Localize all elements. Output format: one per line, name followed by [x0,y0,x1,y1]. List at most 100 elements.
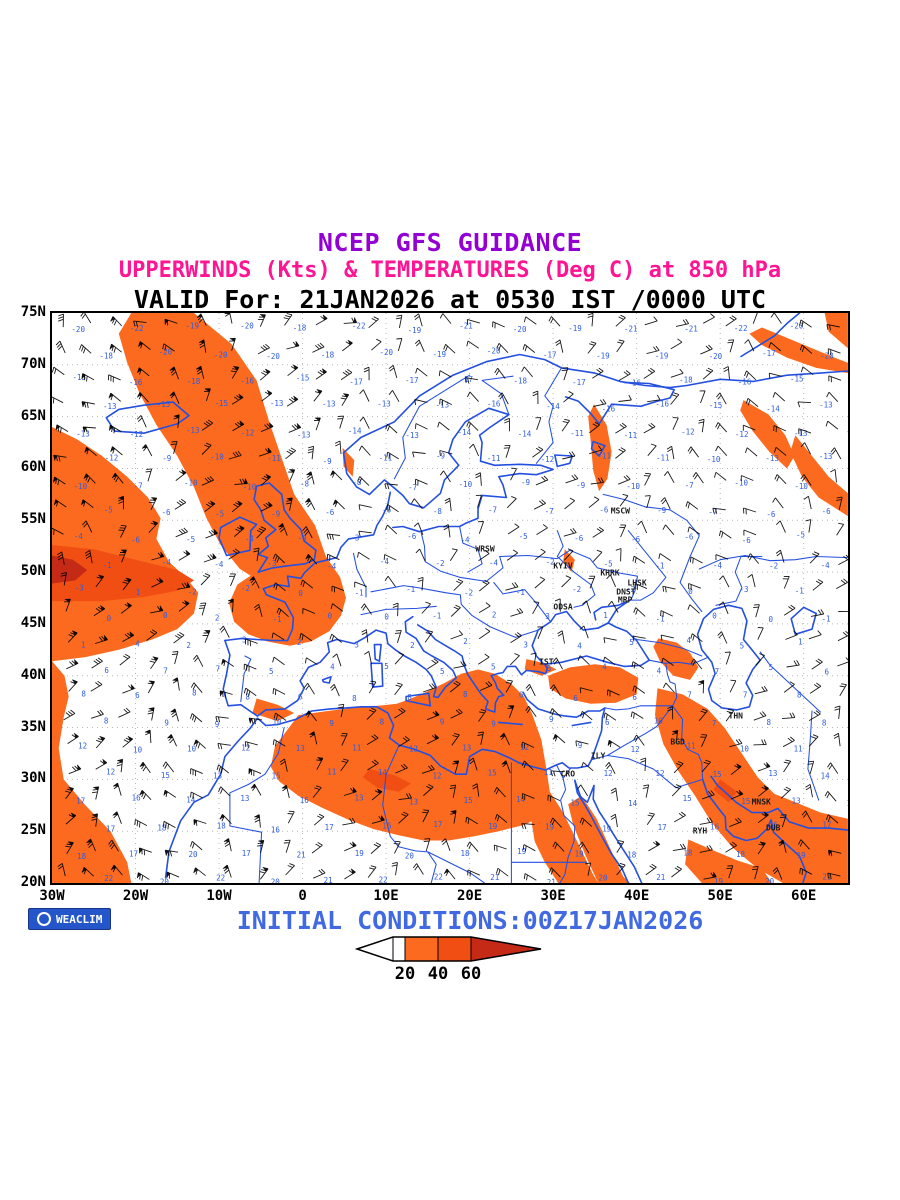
svg-text:-1: -1 [795,587,804,596]
svg-text:-3: -3 [350,534,359,543]
svg-text:-15: -15 [157,400,171,409]
svg-text:-5: -5 [104,506,113,515]
svg-text:11: 11 [794,745,803,754]
svg-text:-4: -4 [214,560,224,569]
svg-text:13: 13 [768,769,777,778]
svg-text:-5: -5 [604,560,613,569]
legend-threshold-label: 20 [394,964,416,984]
svg-text:20: 20 [765,877,775,883]
svg-text:12: 12 [106,767,115,776]
svg-text:20: 20 [271,877,281,883]
weaclim-logo-icon [37,912,51,926]
lon-tick-label: 50E [707,888,733,904]
svg-text:-8: -8 [300,480,310,489]
svg-text:3: 3 [354,641,359,650]
svg-text:21: 21 [490,873,499,882]
svg-text:4: 4 [687,636,692,645]
svg-text:5: 5 [269,667,274,676]
weaclim-label: WEACLIM [56,912,103,926]
svg-text:9: 9 [329,719,334,728]
svg-text:-12: -12 [130,430,144,439]
svg-text:17: 17 [658,823,667,832]
svg-text:13: 13 [462,743,471,752]
svg-text:11: 11 [544,768,553,777]
svg-text:22: 22 [434,873,443,882]
svg-text:6: 6 [824,667,829,676]
svg-text:-15: -15 [296,374,310,383]
svg-text:-18: -18 [514,377,528,386]
lat-tick-label: 35N [20,718,46,735]
svg-text:-9: -9 [162,454,171,463]
svg-text:-19: -19 [568,324,582,333]
svg-text:21: 21 [822,872,831,881]
lat-tick-label: 70N [20,355,46,372]
svg-text:0: 0 [712,611,717,620]
svg-text:-20: -20 [790,322,804,331]
svg-text:10: 10 [740,745,750,754]
svg-text:-9: -9 [436,452,445,461]
svg-text:-14: -14 [348,427,362,436]
svg-text:-19: -19 [408,326,422,335]
svg-text:15: 15 [272,772,281,781]
svg-text:-1: -1 [432,612,441,621]
svg-text:-6: -6 [407,532,417,541]
svg-text:19: 19 [575,849,584,858]
svg-text:15: 15 [683,794,692,803]
svg-text:-2: -2 [626,585,635,594]
svg-text:17: 17 [822,820,831,829]
svg-text:4: 4 [657,667,662,676]
svg-text:9: 9 [491,720,496,729]
svg-text:-16: -16 [487,400,501,409]
svg-text:2: 2 [297,638,302,647]
svg-text:-20: -20 [487,346,501,355]
svg-text:-9: -9 [521,478,530,487]
svg-text:-11: -11 [624,431,638,440]
svg-text:5: 5 [769,663,774,672]
svg-text:11: 11 [327,768,336,777]
lat-tick-label: 55N [20,511,46,528]
lon-tick-label: 30W [39,888,65,904]
svg-text:-6: -6 [766,510,776,519]
svg-text:-17: -17 [460,375,474,384]
svg-text:21: 21 [297,851,306,860]
svg-text:-9: -9 [271,509,280,518]
svg-text:4: 4 [602,663,607,672]
wind-speed-legend: 20 40 60 [355,936,545,990]
svg-text:-4: -4 [327,562,337,571]
svg-text:-6: -6 [822,507,832,516]
svg-text:15: 15 [713,770,722,779]
svg-text:-7: -7 [685,481,694,490]
svg-text:1: 1 [798,638,803,647]
svg-text:5: 5 [384,662,389,671]
svg-text:6: 6 [519,690,524,699]
svg-text:-13: -13 [819,401,833,410]
svg-text:2: 2 [215,613,220,622]
svg-text:-13: -13 [794,429,808,438]
svg-text:-3: -3 [739,585,748,594]
svg-text:10: 10 [272,718,282,727]
lat-tick-label: 75N [20,304,46,320]
svg-text:-9: -9 [323,457,332,466]
svg-text:1: 1 [81,640,86,649]
svg-text:-12: -12 [735,430,749,439]
svg-text:8: 8 [104,716,109,725]
svg-text:-11: -11 [846,427,848,436]
svg-text:18: 18 [736,850,746,859]
svg-text:14: 14 [628,799,638,808]
svg-text:-1: -1 [103,561,112,570]
svg-text:-20: -20 [71,325,85,334]
svg-text:8: 8 [767,718,772,727]
svg-text:-4: -4 [380,557,390,566]
svg-text:19: 19 [797,851,806,860]
lat-tick-label: 65N [20,407,46,424]
svg-text:10: 10 [654,717,664,726]
svg-text:16: 16 [271,826,281,835]
svg-text:18: 18 [683,849,693,858]
svg-text:-11: -11 [597,452,611,461]
svg-text:-18: -18 [293,323,307,332]
svg-text:6: 6 [573,694,578,703]
svg-text:5: 5 [491,662,496,671]
svg-text:-13: -13 [322,399,336,408]
svg-text:21: 21 [324,876,333,883]
